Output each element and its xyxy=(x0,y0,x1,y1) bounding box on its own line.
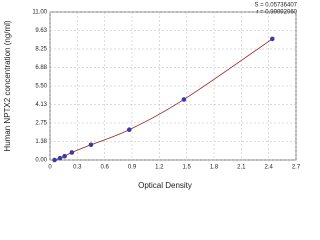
data-point xyxy=(126,127,132,133)
x-tick-label: 1.2 xyxy=(155,165,164,171)
x-tick-label: 0 xyxy=(48,165,52,171)
data-point xyxy=(181,97,187,102)
y-tick-label: 0.00 xyxy=(35,158,47,164)
y-tick-label: 4.13 xyxy=(35,102,47,108)
annotation: S = 0.05736407 xyxy=(254,3,297,9)
y-tick-label: 9.63 xyxy=(35,28,47,34)
x-tick-label: 1.8 xyxy=(210,165,219,171)
data-point xyxy=(270,36,275,42)
x-tick-label: 0.6 xyxy=(100,165,109,171)
chart: S = 0.05736407 r = 0.99992060 Optical De… xyxy=(3,3,300,191)
x-tick-label: 0.9 xyxy=(128,165,137,171)
y-tick-label: 6.88 xyxy=(35,65,47,71)
data-point xyxy=(88,142,94,148)
data-point xyxy=(69,150,75,155)
x-tick-label: 2.1 xyxy=(237,165,246,171)
data-point xyxy=(57,155,63,161)
y-axis-title: Human NPTX2 concentration (ng/ml) xyxy=(3,20,12,152)
x-tick-label: 1.5 xyxy=(182,165,191,171)
y-tick-label: 8.25 xyxy=(35,47,47,53)
x-tick-label: 2.7 xyxy=(292,165,300,171)
x-tick-label: 0.3 xyxy=(73,165,82,171)
x-tick-label: 2.4 xyxy=(264,165,273,171)
y-tick-label: 2.75 xyxy=(35,121,47,127)
x-axis-title: Optical Density xyxy=(138,181,192,190)
data-point xyxy=(62,153,67,159)
page: {"chart_data": { "type": "scatter", "x_l… xyxy=(3,2,300,191)
data-point xyxy=(52,157,57,163)
y-tick-label: 1.38 xyxy=(35,139,47,145)
y-tick-label: 5.50 xyxy=(35,84,47,90)
y-tick-label: 11.00 xyxy=(32,10,47,16)
annotation: r = 0.99992060 xyxy=(256,10,297,16)
